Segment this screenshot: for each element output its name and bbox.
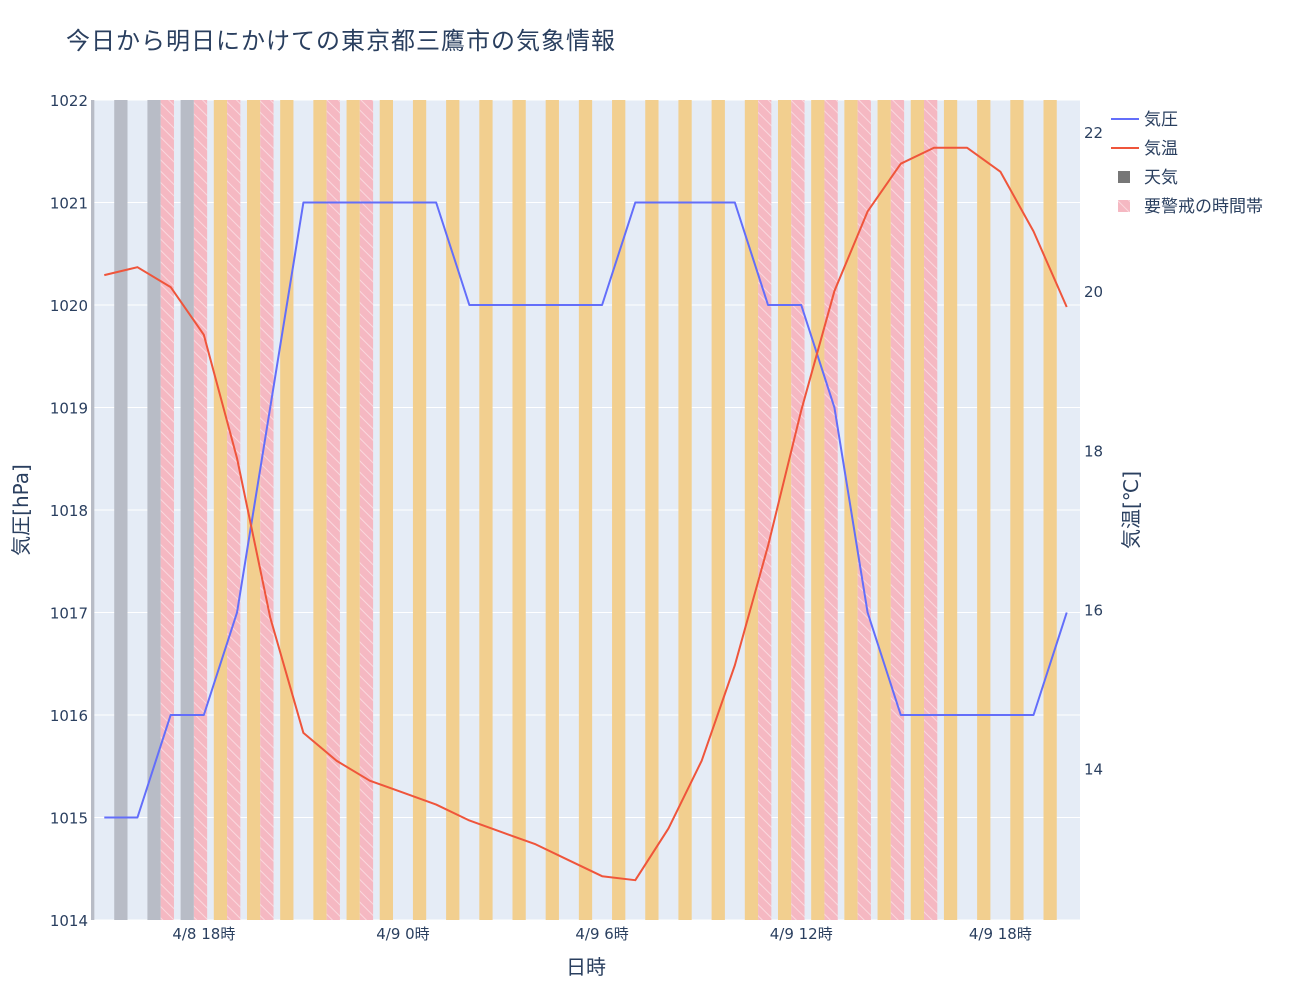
y-right-tick-label: 14 (1084, 761, 1103, 779)
legend-label-temperature: 気温 (1144, 139, 1178, 159)
legend-label-weather: 天気 (1144, 168, 1178, 188)
y-left-axis-title: 気圧[hPa] (9, 464, 33, 556)
weather-bar (943, 100, 958, 920)
y-right-axis-title: 気温[℃] (1119, 471, 1143, 549)
series-lines (104, 146, 1068, 882)
legend-swatch-alert (1118, 200, 1130, 212)
weather-bar (346, 100, 360, 920)
y-right-tick-label: 20 (1084, 283, 1103, 301)
weather-bar (545, 100, 559, 920)
alert-bar (857, 100, 871, 920)
weather-bar (678, 100, 692, 920)
x-tick-label: 4/9 0時 (376, 925, 429, 943)
x-tick-label: 4/8 18時 (172, 925, 235, 943)
weather-bar (1043, 100, 1057, 920)
alert-bar (260, 100, 274, 920)
weather-bar (114, 100, 128, 920)
weather-bar (777, 100, 792, 920)
y-right-tick-label: 18 (1084, 442, 1103, 460)
series-line-0 (104, 201, 1068, 819)
weather-bars (91, 100, 1057, 920)
y-left-tick-label: 1020 (50, 297, 88, 315)
y-left-tick-label: 1018 (50, 502, 88, 520)
weather-bar (1010, 100, 1024, 920)
alert-bar (359, 100, 374, 920)
weather-bar (744, 100, 759, 920)
weather-bar (977, 100, 991, 920)
y-left-tick-label: 1021 (50, 195, 88, 213)
y-left-tick-label: 1019 (50, 400, 88, 418)
x-tick-label: 4/9 12時 (770, 925, 833, 943)
x-tick-label: 4/9 18時 (969, 925, 1032, 943)
alert-bar (924, 100, 938, 920)
y-left-tick-label: 1016 (50, 707, 88, 725)
y-right-tick-label: 16 (1084, 602, 1103, 620)
alert-bar (193, 100, 208, 920)
alert-bar (791, 100, 805, 920)
weather-bar (313, 100, 327, 920)
weather-bar (479, 100, 493, 920)
x-tick-labels: 4/8 18時 4/9 0時 4/9 6時 4/9 12時 4/9 18時 (172, 925, 1032, 943)
weather-bar (811, 100, 825, 920)
alert-bar (890, 100, 905, 920)
y-left-tick-label: 1017 (50, 605, 88, 623)
y-left-tick-label: 1022 (50, 92, 88, 110)
legend-label-pressure: 気圧 (1144, 110, 1178, 130)
weather-bar (180, 100, 194, 920)
weather-bar (91, 100, 95, 920)
x-axis-title: 日時 (566, 955, 606, 979)
weather-bar (412, 100, 427, 920)
chart-title: 今日から明日にかけての東京都三鷹市の気象情報 (66, 27, 616, 55)
weather-bar (446, 100, 460, 920)
weather-bar (379, 100, 394, 920)
alert-bar (326, 100, 340, 920)
series-line-1 (104, 146, 1068, 882)
y-right-tick-labels: 14 16 18 20 22 (1084, 124, 1103, 779)
weather-bar (711, 100, 725, 920)
weather-bar (877, 100, 891, 920)
alert-bar (227, 100, 241, 920)
weather-bar (578, 100, 593, 920)
weather-bar (147, 100, 161, 920)
y-left-tick-labels: 1014 1015 1016 1017 1018 1019 1020 1021 1022 (50, 92, 88, 930)
y-right-tick-label: 22 (1084, 124, 1103, 142)
legend-swatch-weather (1118, 171, 1130, 183)
legend[interactable]: 気圧 気温 天気 要警戒の時間帯 (1111, 110, 1263, 217)
weather-bar (512, 100, 526, 920)
legend-label-alert: 要警戒の時間帯 (1144, 197, 1263, 217)
y-left-tick-label: 1014 (50, 912, 88, 930)
alert-bar (758, 100, 772, 920)
weather-bar (280, 100, 294, 920)
y-left-tick-label: 1015 (50, 810, 88, 828)
weather-bar (910, 100, 925, 920)
weather-bar (213, 100, 228, 920)
alert-bars (160, 100, 938, 920)
x-tick-label: 4/9 6時 (575, 925, 628, 943)
alert-bar (160, 100, 174, 920)
weather-bar (612, 100, 626, 920)
weather-bar (645, 100, 659, 920)
alert-bar (824, 100, 838, 920)
